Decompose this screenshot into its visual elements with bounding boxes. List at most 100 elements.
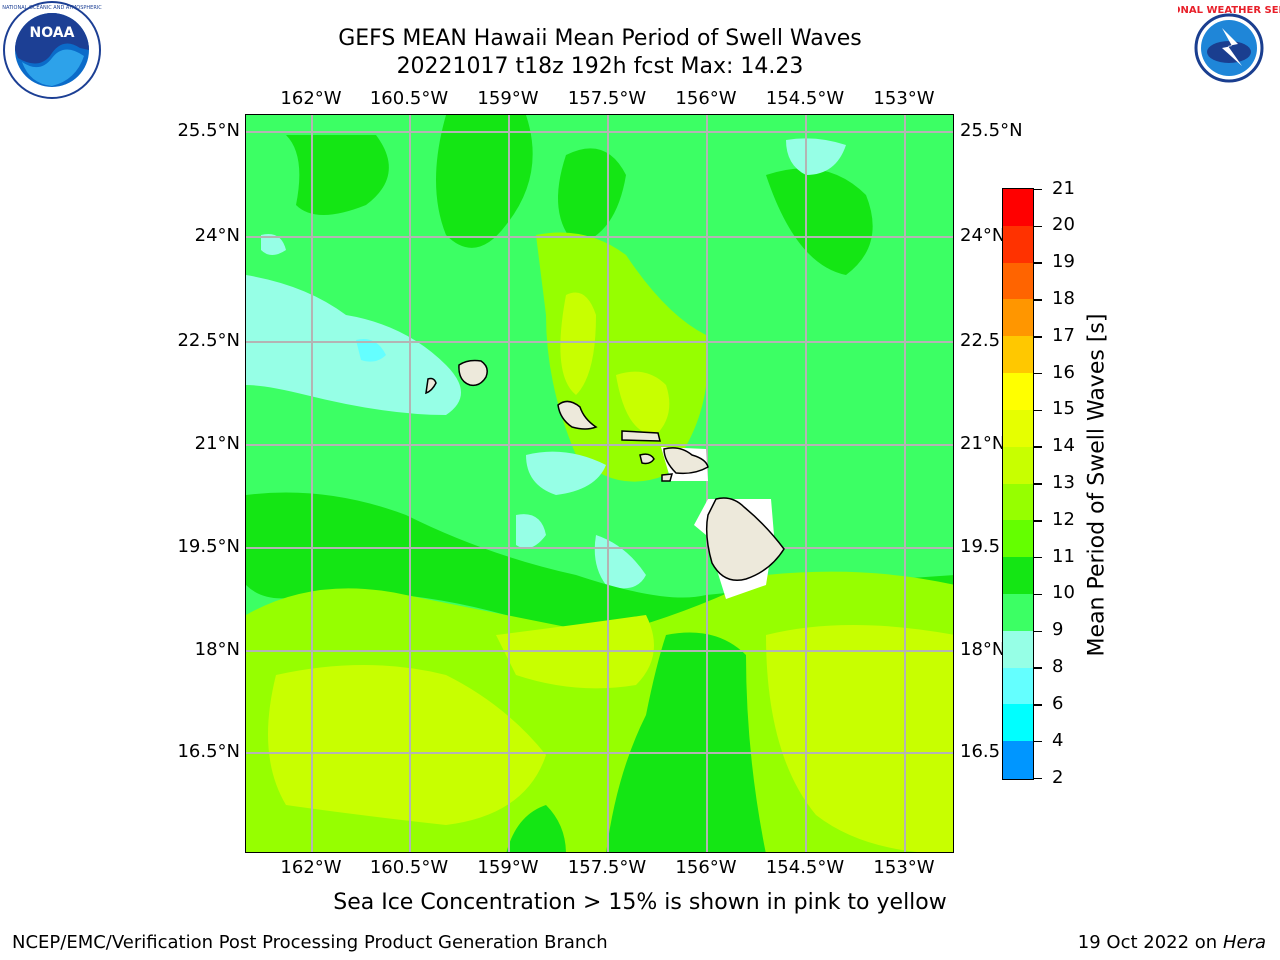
- colorbar-segment: [1003, 336, 1033, 374]
- colorbar-segment: [1003, 483, 1033, 521]
- field-9-10: [786, 138, 846, 175]
- field-9-10: [516, 514, 546, 549]
- lat-tick-right: 18°N: [960, 639, 1006, 660]
- lon-tick-top: 154.5°W: [765, 88, 845, 109]
- field-11-12: [766, 168, 873, 275]
- nws-logo-text: NATIONAL WEATHER SERVICE: [1178, 5, 1280, 16]
- footer-date: 19 Oct 2022 on Hera: [1078, 932, 1266, 953]
- colorbar-tick-label: 16: [1052, 361, 1075, 383]
- island-molokai: [621, 430, 661, 442]
- colorbar-tick-mark: [1034, 630, 1042, 632]
- island-kauai: [458, 359, 488, 387]
- colorbar-tick-label: 14: [1052, 435, 1075, 457]
- lon-tick-bottom: 157.5°W: [567, 857, 647, 878]
- colorbar-tick-mark: [1034, 409, 1042, 412]
- colorbar-tick-mark: [1034, 667, 1042, 669]
- colorbar-tick-mark: [1034, 336, 1042, 338]
- svg-text:NATIONAL OCEANIC AND ATMOSPHER: NATIONAL OCEANIC AND ATMOSPHERIC: [2, 5, 102, 11]
- colorbar-tick-mark: [1034, 556, 1042, 559]
- colorbar-segment: [1003, 299, 1033, 337]
- colorbar-segment: [1003, 225, 1033, 264]
- island-hawaii: [705, 497, 785, 581]
- field-13-14: [766, 625, 953, 852]
- colorbar-tick-mark: [1034, 777, 1042, 780]
- island-niihau: [425, 377, 437, 395]
- colorbar-segment: [1003, 704, 1033, 742]
- colorbar-tick-label: 2: [1052, 766, 1064, 788]
- colorbar-segment: [1003, 446, 1033, 484]
- lat-tick-left: 25.5°N: [177, 120, 240, 141]
- lat-tick-left: 19.5°N: [177, 536, 240, 557]
- lat-tick-right: 22.5: [960, 330, 1001, 351]
- colorbar-segment: [1003, 189, 1033, 227]
- colorbar-tick-label: 19: [1052, 251, 1075, 273]
- colorbar-tick-label: 4: [1052, 729, 1064, 751]
- lat-tick-right: 16.5: [960, 741, 1001, 762]
- colorbar-segment: [1003, 667, 1033, 705]
- colorbar-segment: [1003, 741, 1033, 779]
- noaa-logo: NOAA NATIONAL OCEANIC AND ATMOSPHERIC: [0, 0, 104, 104]
- colorbar-tick-mark: [1034, 520, 1042, 522]
- lon-tick-bottom: 153°W: [873, 857, 935, 878]
- lon-tick-top: 159°W: [477, 88, 539, 109]
- colorbar-segment: [1003, 520, 1033, 558]
- colorbar-tick-label: 11: [1052, 545, 1075, 567]
- colorbar-tick-mark: [1034, 704, 1042, 706]
- island-oahu: [557, 400, 598, 430]
- colorbar-tick-label: 13: [1052, 472, 1075, 493]
- colorbar-tick-label: 18: [1052, 287, 1075, 309]
- colorbar-tick-label: 12: [1052, 508, 1075, 530]
- colorbar-tick-mark: [1034, 483, 1042, 485]
- field-8-9: [356, 339, 386, 362]
- field-13-14: [560, 292, 596, 395]
- colorbar-segment: [1003, 593, 1033, 632]
- island-kahoolawe: [661, 473, 674, 482]
- field-9-10: [246, 275, 461, 415]
- colorbar-tick-label: 21: [1052, 177, 1075, 199]
- graticule: [246, 115, 953, 852]
- lon-tick-top: 156°W: [675, 88, 737, 109]
- colorbar-tick-mark: [1034, 740, 1042, 743]
- footer-credit: NCEP/EMC/Verification Post Processing Pr…: [12, 932, 608, 953]
- colorbar-tick-label: 15: [1052, 398, 1075, 420]
- field-11-12: [606, 632, 766, 852]
- field-13-14: [268, 665, 546, 825]
- field-9-10: [526, 451, 606, 495]
- colorbar-tick-label: 10: [1052, 582, 1075, 604]
- island-maui: [663, 447, 709, 475]
- lon-tick-bottom: 159°W: [477, 857, 539, 878]
- colorbar-tick-label: 9: [1052, 619, 1064, 641]
- island-lanai: [639, 453, 655, 465]
- lon-tick-top: 160.5°W: [369, 88, 449, 109]
- colorbar-tick-label: 20: [1052, 214, 1075, 236]
- colorbar: [1002, 188, 1034, 780]
- lon-tick-top: 162°W: [280, 88, 342, 109]
- swell-period-map[interactable]: [245, 114, 954, 853]
- sea-ice-caption: Sea Ice Concentration > 15% is shown in …: [333, 890, 947, 915]
- colorbar-tick-mark: [1034, 593, 1042, 596]
- colorbar-tick-mark: [1034, 299, 1042, 301]
- colorbar-tick-label: 6: [1052, 692, 1064, 714]
- colorbar-segment: [1003, 409, 1033, 448]
- lat-tick-left: 21°N: [194, 433, 240, 454]
- colorbar-tick-mark: [1034, 372, 1042, 375]
- lat-tick-left: 22.5°N: [177, 330, 240, 351]
- noaa-logo-text: NOAA: [30, 25, 75, 41]
- lat-tick-right: 19.5: [960, 536, 1001, 557]
- colorbar-tick-label: 8: [1052, 656, 1064, 678]
- lon-tick-top: 153°W: [873, 88, 935, 109]
- field-13-14: [616, 371, 670, 435]
- lat-tick-right: 21°N: [960, 433, 1006, 454]
- colorbar-tick-mark: [1034, 188, 1042, 191]
- colorbar-tick-mark: [1034, 225, 1042, 228]
- footer-date-text: 19 Oct 2022 on: [1077, 932, 1223, 953]
- lat-tick-right: 24°N: [960, 225, 1006, 246]
- lat-tick-left: 18°N: [194, 639, 240, 660]
- colorbar-label: Mean Period of Swell Waves [s]: [1084, 313, 1110, 657]
- colorbar-tick-label: 17: [1052, 324, 1075, 346]
- lon-tick-top: 157.5°W: [567, 88, 647, 109]
- colorbar-segment: [1003, 373, 1033, 411]
- lat-tick-right: 25.5°N: [960, 120, 1023, 141]
- lon-tick-bottom: 154.5°W: [765, 857, 845, 878]
- map-title-line2: 20221017 t18z 192h fcst Max: 14.23: [396, 54, 804, 79]
